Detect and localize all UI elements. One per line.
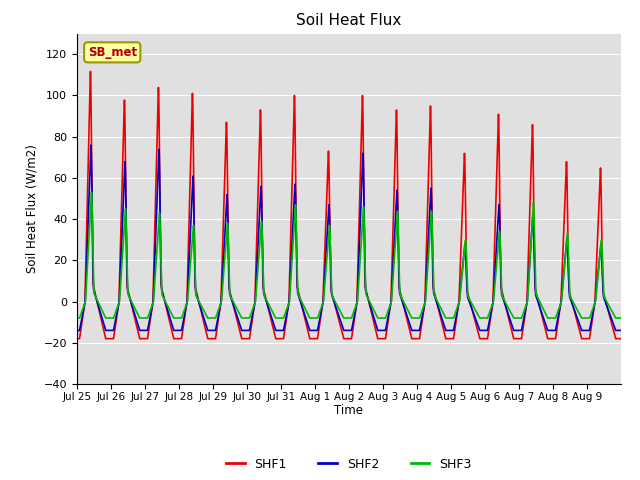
SHF1 xyxy=(369,316,377,322)
Legend: SHF1, SHF2, SHF3: SHF1, SHF2, SHF3 xyxy=(221,453,477,476)
SHF2 xyxy=(539,313,547,319)
Line: SHF1: SHF1 xyxy=(77,72,621,339)
SHF2 xyxy=(398,298,406,304)
SHF1 xyxy=(498,288,506,294)
SHF3 xyxy=(88,190,95,195)
SHF3 xyxy=(525,278,532,284)
SHF1 xyxy=(86,69,94,74)
SHF3 xyxy=(398,296,406,302)
SHF2 xyxy=(617,327,625,333)
SHF2 xyxy=(87,142,95,148)
Title: Soil Heat Flux: Soil Heat Flux xyxy=(296,13,401,28)
SHF2 xyxy=(73,327,81,333)
SHF2 xyxy=(186,244,193,250)
SHF3 xyxy=(498,292,506,298)
SHF1 xyxy=(525,242,532,248)
SHF1 xyxy=(617,336,625,342)
Line: SHF3: SHF3 xyxy=(77,192,621,318)
SHF1 xyxy=(73,336,81,342)
SHF3 xyxy=(186,270,193,276)
SHF1 xyxy=(398,297,406,302)
Text: SB_met: SB_met xyxy=(88,46,137,59)
SHF3 xyxy=(539,305,547,311)
SHF3 xyxy=(369,306,377,312)
SHF3 xyxy=(73,315,81,321)
SHF1 xyxy=(186,194,193,200)
SHF2 xyxy=(498,293,506,299)
SHF1 xyxy=(539,316,547,322)
Y-axis label: Soil Heat Flux (W/m2): Soil Heat Flux (W/m2) xyxy=(25,144,38,273)
SHF2 xyxy=(525,276,532,281)
X-axis label: Time: Time xyxy=(334,405,364,418)
SHF2 xyxy=(369,312,377,318)
SHF3 xyxy=(617,315,625,321)
Line: SHF2: SHF2 xyxy=(77,145,621,330)
